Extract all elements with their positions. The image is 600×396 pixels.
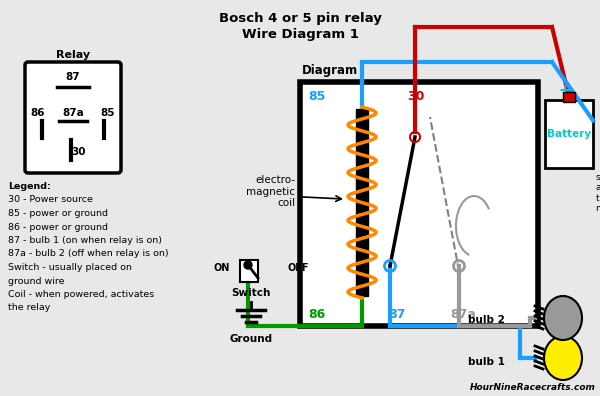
Bar [356,109,368,296]
Text: ON: ON [214,263,230,273]
Text: 85: 85 [101,107,115,118]
Bar [545,100,593,168]
Text: Relay: Relay [56,50,90,60]
Text: 85: 85 [308,90,325,103]
Text: switch
activated by
the electro-
magnetic coil: switch activated by the electro- magneti… [596,173,600,213]
Text: bulb 1: bulb 1 [468,357,505,367]
Ellipse shape [544,296,582,340]
Text: Switch - usually placed on: Switch - usually placed on [8,263,132,272]
Text: 87a: 87a [62,107,84,118]
Text: HourNineRacecrafts.com: HourNineRacecrafts.com [470,383,596,392]
Text: Diagram: Diagram [302,64,358,77]
Text: +: + [559,83,571,98]
Text: Bosch 4 or 5 pin relay: Bosch 4 or 5 pin relay [218,12,382,25]
Text: 86: 86 [308,308,325,321]
Text: 30: 30 [72,147,86,157]
Text: ground wire: ground wire [8,276,65,286]
Text: 87a - bulb 2 (off when relay is on): 87a - bulb 2 (off when relay is on) [8,249,169,259]
Text: bulb 2: bulb 2 [468,315,505,325]
Ellipse shape [544,336,582,380]
Text: electro-
magnetic
coil: electro- magnetic coil [246,175,295,208]
Text: 87 - bulb 1 (on when relay is on): 87 - bulb 1 (on when relay is on) [8,236,162,245]
Text: Wire Diagram 1: Wire Diagram 1 [242,28,358,41]
Text: 86: 86 [31,107,45,118]
Text: Legend:: Legend: [8,182,51,191]
Text: Switch: Switch [232,288,271,298]
Bar [300,82,538,326]
Bar [563,92,575,102]
Text: 87: 87 [388,308,406,321]
Text: the relay: the relay [8,303,50,312]
FancyBboxPatch shape [25,62,121,173]
Text: Coil - when powered, activates: Coil - when powered, activates [8,290,154,299]
Text: OFF: OFF [288,263,310,273]
Text: 86 - power or ground: 86 - power or ground [8,223,108,232]
Text: 30: 30 [407,90,424,103]
Text: 85 - power or ground: 85 - power or ground [8,209,108,218]
Text: 87a: 87a [450,308,476,321]
Text: 87: 87 [65,72,80,82]
Circle shape [244,261,252,269]
Bar [240,260,258,282]
Text: Battery: Battery [547,129,591,139]
Text: Ground: Ground [229,334,272,344]
Text: 30 - Power source: 30 - Power source [8,196,93,204]
